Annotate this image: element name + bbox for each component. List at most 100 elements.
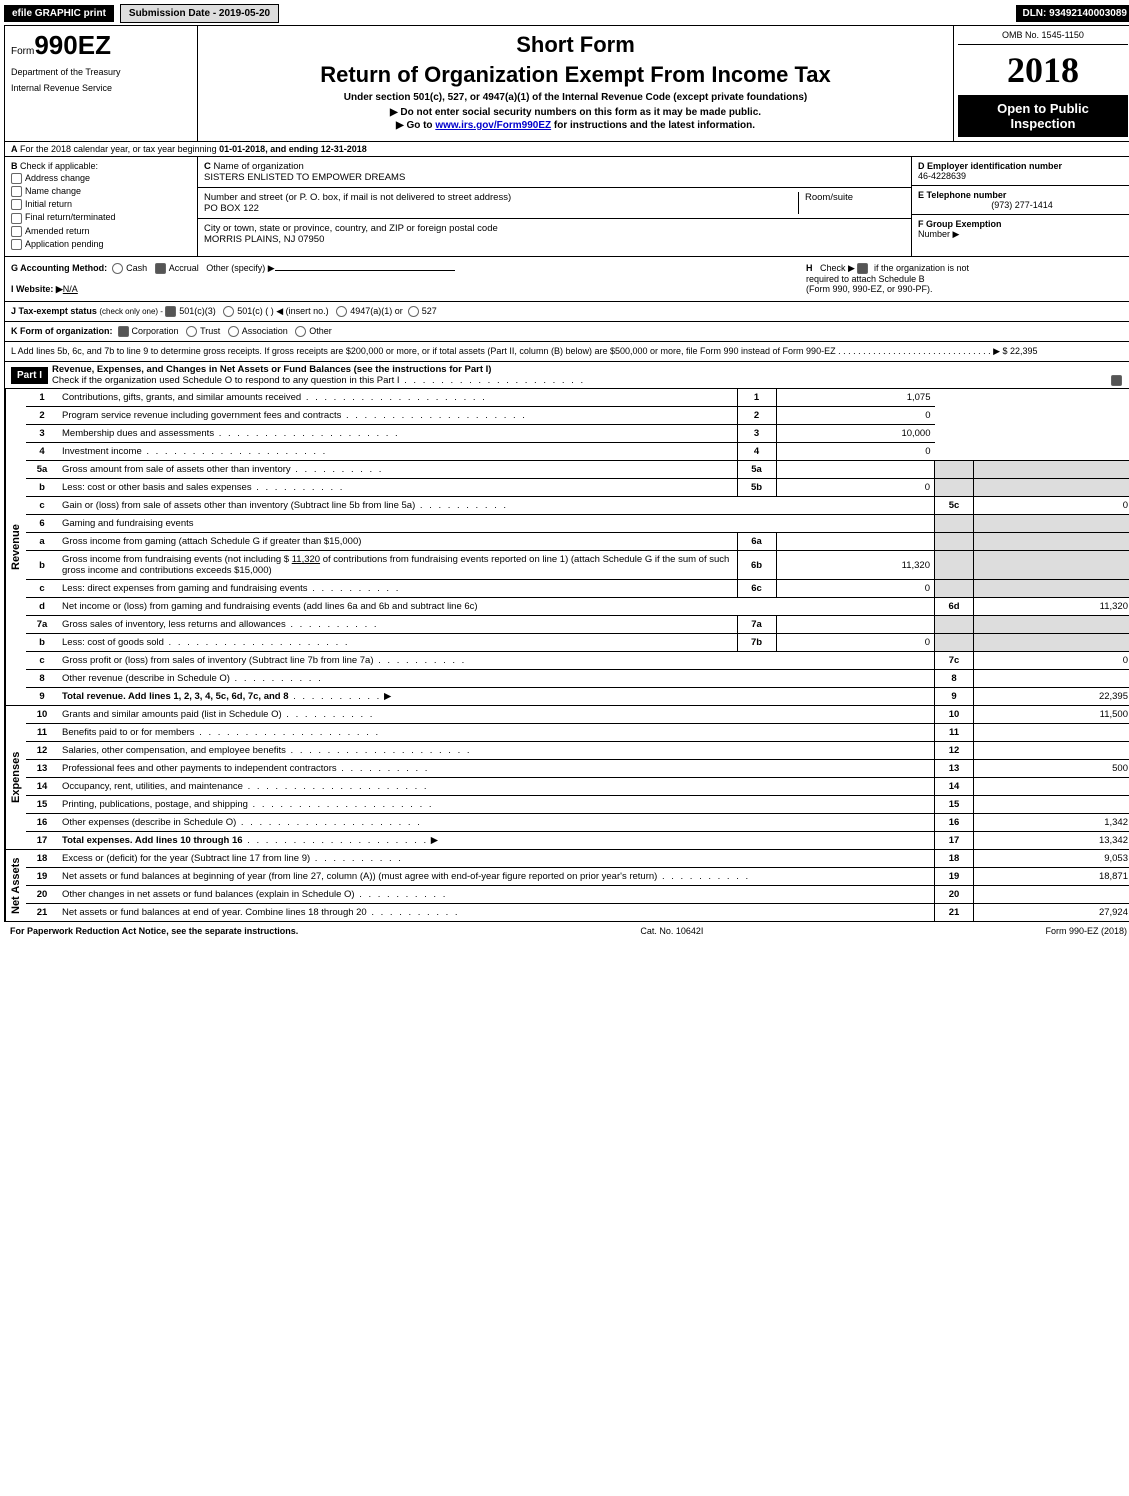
chk-address-change[interactable]: Address change (11, 173, 191, 184)
right-val (974, 778, 1129, 796)
part-i-header: Part I (11, 367, 48, 384)
h-rest-l2: required to attach Schedule B (806, 274, 925, 284)
line-desc: Other expenses (describe in Schedule O) (62, 817, 236, 828)
right-num: 21 (935, 904, 974, 922)
line-a-label: A (11, 144, 18, 154)
goto-line: ▶ Go to www.irs.gov/Form990EZ for instru… (204, 120, 947, 131)
radio-icon[interactable] (228, 326, 239, 337)
table-row: 8Other revenue (describe in Schedule O)8 (26, 670, 1129, 688)
chk-name-change[interactable]: Name change (11, 186, 191, 197)
section-k: K Form of organization: Corporation Trus… (5, 322, 1129, 342)
line-desc: Excess or (deficit) for the year (Subtra… (62, 853, 310, 864)
right-num: 5c (935, 497, 974, 515)
city-label: City or town, state or province, country… (204, 223, 498, 234)
line-desc: Program service revenue including govern… (62, 410, 341, 421)
phone-value: (973) 277-1414 (918, 200, 1126, 210)
right-num: 18 (935, 850, 974, 868)
section-i: I Website: ▶N/A (11, 284, 806, 295)
line-a: A For the 2018 calendar year, or tax yea… (5, 142, 1129, 157)
dept-treasury: Department of the Treasury (11, 67, 191, 77)
chk-label: Name change (25, 186, 81, 196)
table-row: 5aGross amount from sale of assets other… (26, 461, 1129, 479)
chk-amended-return[interactable]: Amended return (11, 226, 191, 237)
f-label-l2: Number ▶ (918, 229, 959, 239)
website-value: N/A (63, 284, 78, 294)
table-row: 19Net assets or fund balances at beginni… (26, 868, 1129, 886)
expenses-section: Expenses 10Grants and similar amounts pa… (5, 706, 1129, 850)
right-val: 0 (974, 497, 1129, 515)
g-label: G Accounting Method: (11, 263, 107, 273)
radio-icon[interactable] (186, 326, 197, 337)
mid-val (776, 616, 935, 634)
right-val: 0 (776, 443, 935, 461)
header-mid: Short Form Return of Organization Exempt… (198, 26, 953, 141)
g-other-fill[interactable] (275, 270, 455, 271)
footer-left: For Paperwork Reduction Act Notice, see … (10, 926, 298, 936)
arrow-icon: ▶ (431, 835, 438, 846)
right-num: 4 (737, 443, 776, 461)
right-val-shade (974, 580, 1129, 598)
section-g: G Accounting Method: Cash Accrual Other … (11, 263, 806, 274)
j-opt2: 501(c) ( ) ◀ (insert no.) (237, 306, 328, 316)
section-h: H Check ▶ if the organization is not req… (806, 263, 1126, 295)
checkbox-icon (11, 173, 22, 184)
name-of-org-label: Name of organization (214, 161, 304, 172)
radio-icon[interactable] (408, 306, 419, 317)
radio-icon[interactable] (112, 263, 123, 274)
checkbox-icon (11, 226, 22, 237)
netassets-table: 18 Excess or (deficit) for the year (Subt… (26, 850, 1129, 921)
open-public-l1: Open to Public (960, 101, 1126, 116)
right-val: 1,342 (974, 814, 1129, 832)
right-val: 11,500 (974, 706, 1129, 724)
line-desc: Net assets or fund balances at beginning… (62, 871, 657, 882)
h-rest-l1: if the organization is not (874, 263, 969, 273)
radio-icon[interactable] (336, 306, 347, 317)
chk-application-pending[interactable]: Application pending (11, 239, 191, 250)
org-name-row: C Name of organization SISTERS ENLISTED … (198, 157, 911, 188)
right-num: 11 (935, 724, 974, 742)
chk-final-return[interactable]: Final return/terminated (11, 212, 191, 223)
table-row: 3Membership dues and assessments310,000 (26, 425, 1129, 443)
goto-link[interactable]: www.irs.gov/Form990EZ (435, 120, 551, 131)
line-num: 12 (26, 742, 58, 760)
table-row: 1Contributions, gifts, grants, and simil… (26, 389, 1129, 407)
chk-label: Application pending (25, 239, 104, 249)
fundraising-amount: 11,320 (292, 554, 320, 565)
line-desc: Total revenue. Add lines 1, 2, 3, 4, 5c,… (62, 691, 289, 702)
mid-val: 0 (776, 580, 935, 598)
part-i-header-row: Part I Revenue, Expenses, and Changes in… (5, 362, 1129, 389)
right-num: 17 (935, 832, 974, 850)
checkbox-icon (11, 213, 22, 224)
right-val-shade (974, 551, 1129, 580)
radio-icon[interactable] (295, 326, 306, 337)
line-num: 11 (26, 724, 58, 742)
chk-initial-return[interactable]: Initial return (11, 199, 191, 210)
checkbox-filled-icon[interactable] (165, 306, 176, 317)
line-desc: Salaries, other compensation, and employ… (62, 745, 286, 756)
checkbox-filled-icon[interactable] (155, 263, 166, 274)
k-corp: Corporation (132, 326, 179, 336)
table-row: 2Program service revenue including gover… (26, 407, 1129, 425)
header-row: Form990EZ Department of the Treasury Int… (5, 26, 1129, 142)
return-title: Return of Organization Exempt From Incom… (204, 62, 947, 88)
table-row: 18 Excess or (deficit) for the year (Subt… (26, 850, 1129, 868)
right-num: 13 (935, 760, 974, 778)
line-num: 13 (26, 760, 58, 778)
line-num: 9 (26, 688, 58, 706)
mid-val (776, 461, 935, 479)
info-block: B Check if applicable: Address change Na… (5, 157, 1129, 257)
revenue-section: Revenue 1Contributions, gifts, grants, a… (5, 389, 1129, 706)
line-num: 18 (26, 850, 58, 868)
right-val-shade (974, 479, 1129, 497)
checkbox-filled-icon[interactable] (118, 326, 129, 337)
checkbox-filled-icon[interactable] (1111, 375, 1122, 386)
table-row: 20Other changes in net assets or fund ba… (26, 886, 1129, 904)
checkbox-filled-icon[interactable] (857, 263, 868, 274)
netassets-side-label: Net Assets (5, 850, 26, 921)
line-desc: Gaming and fundraising events (62, 518, 194, 529)
h-label: H (806, 263, 813, 273)
no-ssn-line: ▶ Do not enter social security numbers o… (204, 107, 947, 118)
table-row: bGross income from fundraising events (n… (26, 551, 1129, 580)
city-value: MORRIS PLAINS, NJ 07950 (204, 234, 324, 245)
radio-icon[interactable] (223, 306, 234, 317)
